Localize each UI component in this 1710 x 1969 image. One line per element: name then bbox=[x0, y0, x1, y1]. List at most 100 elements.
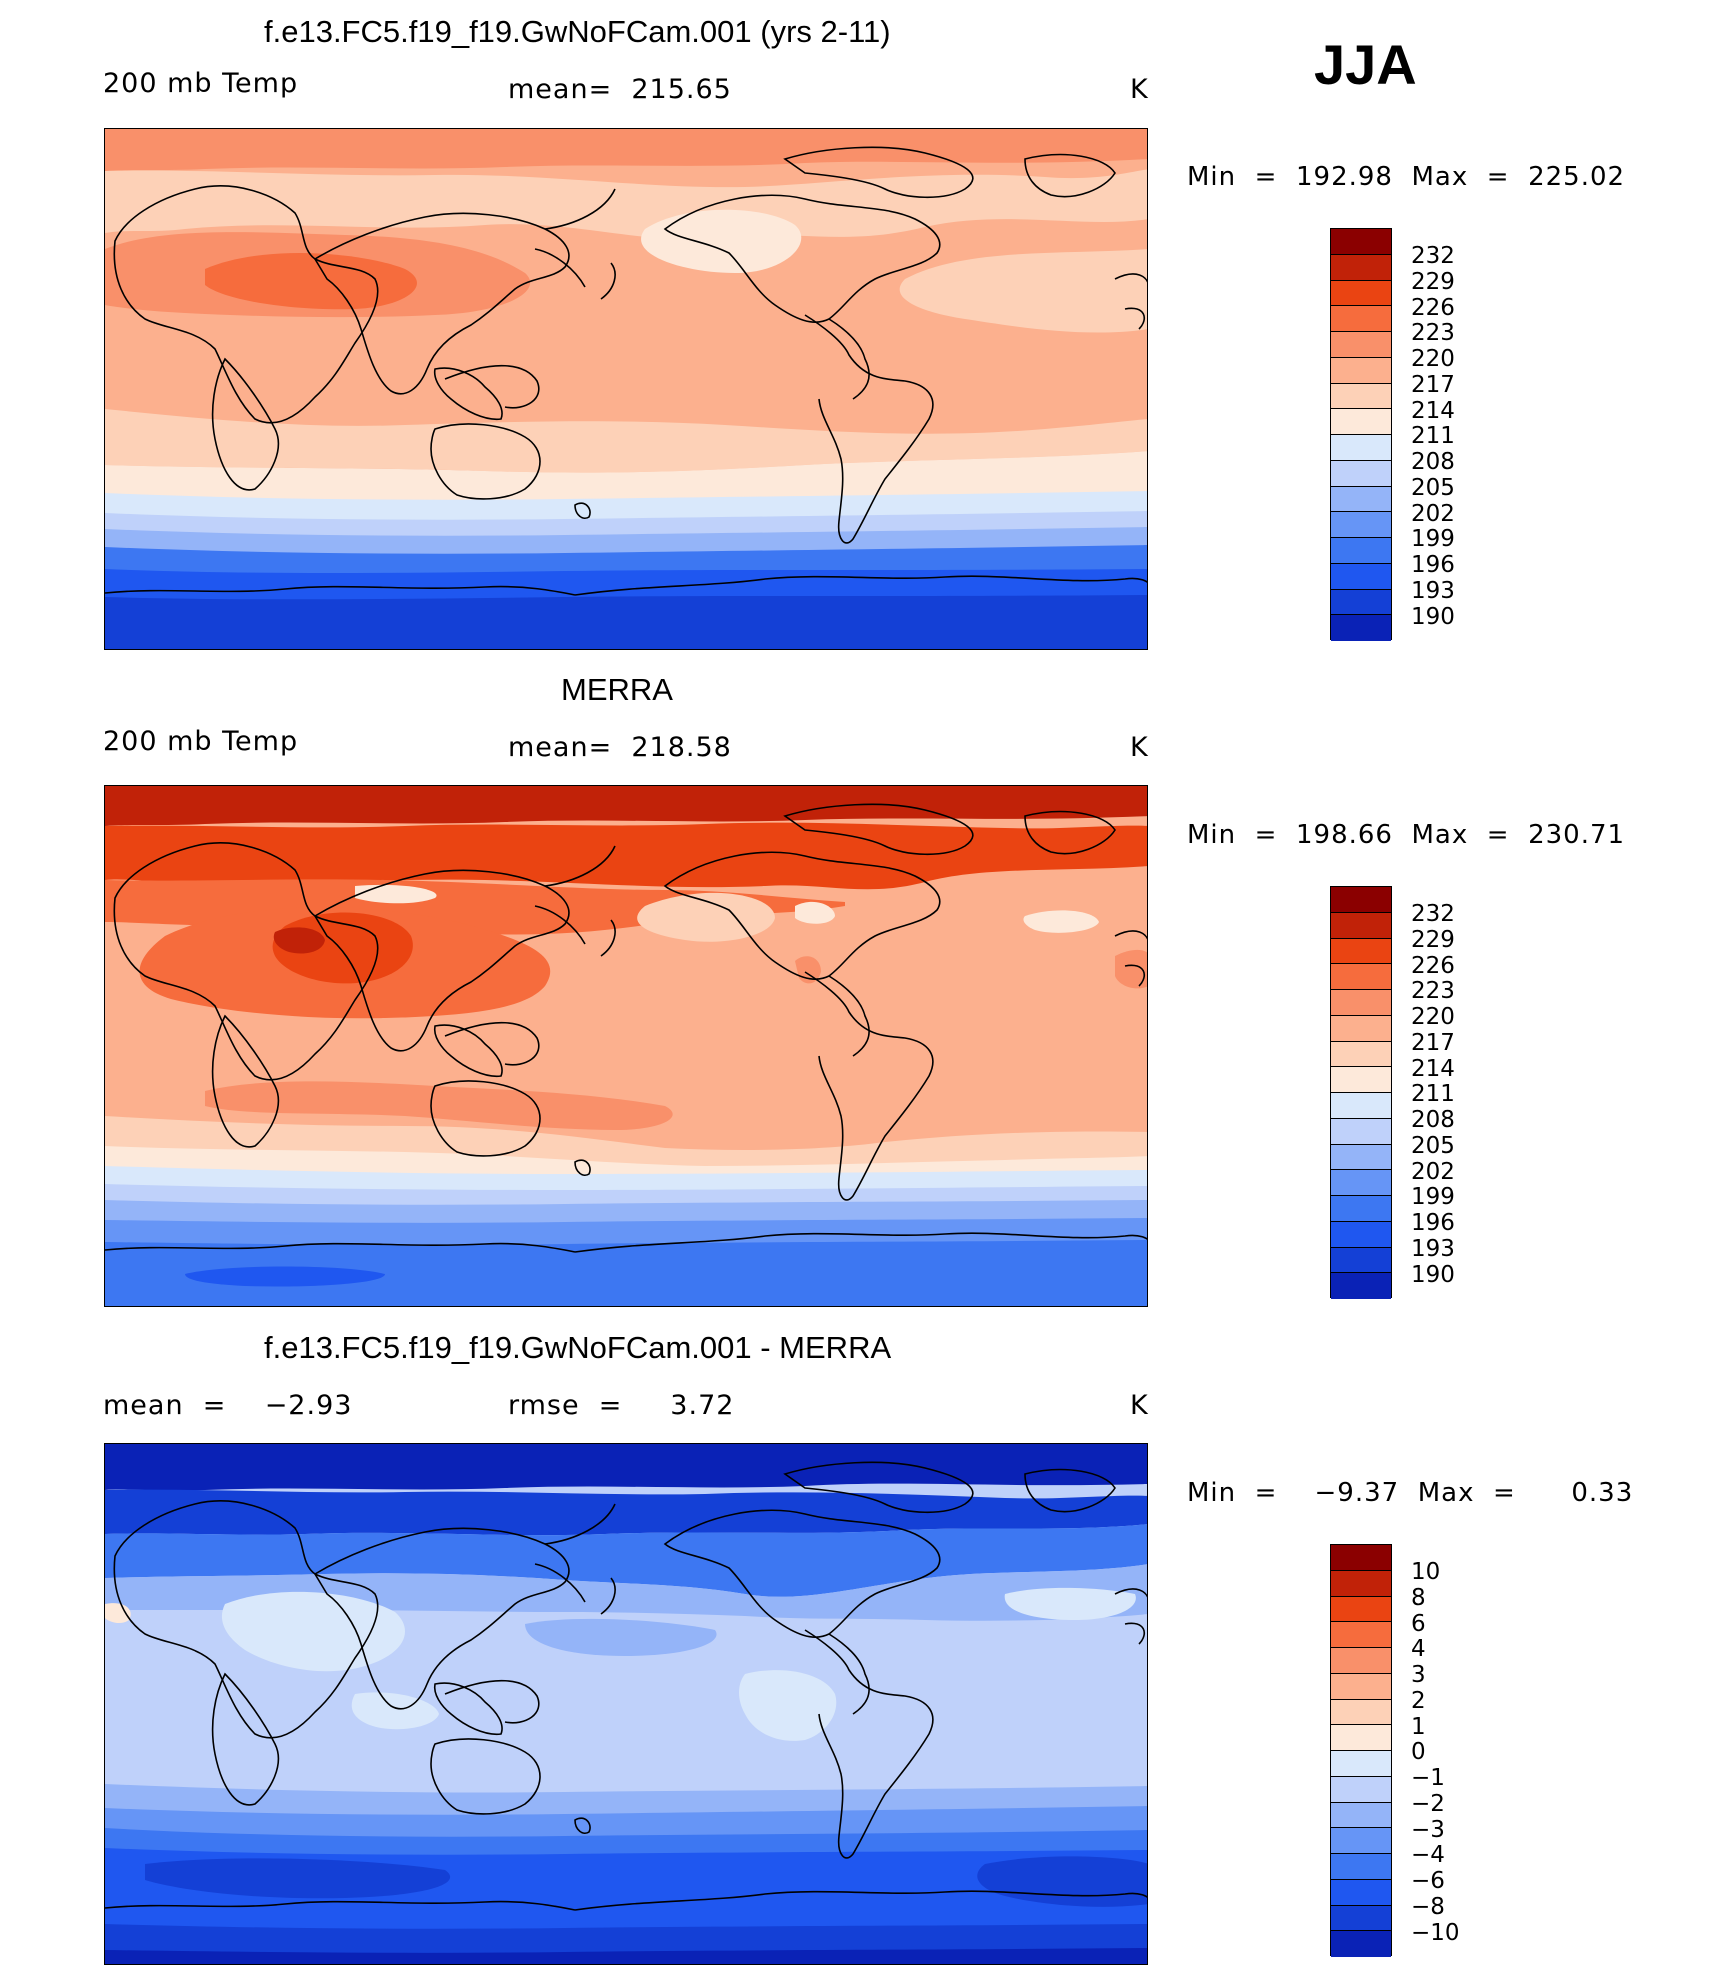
colorbar-swatch bbox=[1331, 1879, 1391, 1906]
colorbar-swatch bbox=[1331, 563, 1391, 590]
colorbar-swatch bbox=[1331, 1854, 1391, 1880]
colorbar-swatch bbox=[1331, 1170, 1391, 1196]
colorbar-label: 190 bbox=[1411, 1261, 1455, 1288]
panel-2-coastlines bbox=[105, 803, 1147, 1253]
colorbar-label: −4 bbox=[1411, 1842, 1445, 1869]
colorbar-label: 8 bbox=[1411, 1584, 1426, 1611]
panel-2-mean-label: mean= 218.58 bbox=[508, 732, 732, 763]
colorbar-label: 202 bbox=[1411, 500, 1455, 527]
colorbar-swatch bbox=[1331, 1802, 1391, 1829]
colorbar-swatch bbox=[1331, 1093, 1391, 1119]
colorbar-label: 193 bbox=[1411, 577, 1455, 604]
panel-3-rmse-label: rmse = 3.72 bbox=[508, 1390, 735, 1421]
colorbar-swatch bbox=[1331, 512, 1391, 538]
colorbar-label: 226 bbox=[1411, 952, 1455, 979]
colorbar-label: 0 bbox=[1411, 1739, 1426, 1766]
colorbar-swatch bbox=[1331, 1751, 1391, 1777]
colorbar-label: 4 bbox=[1411, 1636, 1426, 1663]
colorbar-label: 232 bbox=[1411, 243, 1455, 269]
panel-3-map bbox=[104, 1443, 1148, 1965]
colorbar-label: −3 bbox=[1411, 1816, 1445, 1843]
colorbar-label: 229 bbox=[1411, 268, 1455, 295]
panel-2-colorbar bbox=[1330, 886, 1392, 1299]
colorbar-swatch bbox=[1331, 409, 1391, 435]
colorbar-swatch bbox=[1331, 589, 1391, 616]
colorbar-label: 3 bbox=[1411, 1662, 1426, 1688]
colorbar-label: 6 bbox=[1411, 1610, 1426, 1637]
colorbar-label: 232 bbox=[1411, 901, 1455, 927]
colorbar-swatch bbox=[1331, 1144, 1391, 1171]
colorbar-swatch bbox=[1331, 1196, 1391, 1222]
colorbar-label: 199 bbox=[1411, 1184, 1455, 1211]
colorbar-label: 196 bbox=[1411, 552, 1455, 578]
colorbar-swatch bbox=[1331, 1015, 1391, 1042]
colorbar-swatch bbox=[1331, 1596, 1391, 1623]
colorbar-label: −2 bbox=[1411, 1790, 1445, 1817]
colorbar-label: 202 bbox=[1411, 1158, 1455, 1185]
colorbar-swatch bbox=[1331, 383, 1391, 410]
colorbar-swatch bbox=[1331, 1905, 1391, 1932]
colorbar-swatch bbox=[1331, 1118, 1391, 1145]
colorbar-label: 2 bbox=[1411, 1687, 1426, 1714]
panel-1-colorbar bbox=[1330, 228, 1392, 641]
colorbar-swatch bbox=[1331, 1648, 1391, 1674]
panel-3-title: f.e13.FC5.f19_f19.GwNoFCam.001 - MERRA bbox=[264, 1330, 892, 1365]
colorbar-swatch bbox=[1331, 964, 1391, 990]
season-label: JJA bbox=[1314, 33, 1417, 96]
panel-1-min-max: Min = 192.98 Max = 225.02 bbox=[1187, 162, 1626, 192]
panel-3-units-label: K bbox=[1130, 1390, 1149, 1421]
colorbar-swatch bbox=[1331, 1545, 1391, 1571]
colorbar-swatch bbox=[1331, 460, 1391, 487]
colorbar-label: 220 bbox=[1411, 1004, 1455, 1030]
panel-1-coastlines bbox=[105, 146, 1147, 596]
colorbar-label: 220 bbox=[1411, 346, 1455, 372]
colorbar-swatch bbox=[1331, 1776, 1391, 1803]
colorbar-label: 196 bbox=[1411, 1210, 1455, 1236]
colorbar-swatch bbox=[1331, 887, 1391, 913]
colorbar-label: 214 bbox=[1411, 1055, 1455, 1082]
colorbar-swatch bbox=[1331, 357, 1391, 384]
colorbar-label: 10 bbox=[1411, 1559, 1441, 1585]
colorbar-label: 208 bbox=[1411, 449, 1455, 475]
panel-2-min-max: Min = 198.66 Max = 230.71 bbox=[1187, 820, 1626, 850]
colorbar-swatch bbox=[1331, 229, 1391, 255]
colorbar-label: 190 bbox=[1411, 603, 1455, 630]
panel-1-map bbox=[104, 128, 1148, 650]
colorbar-swatch bbox=[1331, 990, 1391, 1016]
colorbar-label: 211 bbox=[1411, 423, 1455, 450]
colorbar-swatch bbox=[1331, 1622, 1391, 1648]
colorbar-label: 1 bbox=[1411, 1713, 1426, 1740]
colorbar-swatch bbox=[1331, 1221, 1391, 1248]
colorbar-swatch bbox=[1331, 332, 1391, 358]
panel-3-min-max: Min = −9.37 Max = 0.33 bbox=[1187, 1478, 1634, 1508]
colorbar-label: 205 bbox=[1411, 1132, 1455, 1159]
panel-3-coastlines bbox=[105, 1461, 1147, 1911]
colorbar-swatch bbox=[1331, 254, 1391, 281]
panel-3-contour-field bbox=[105, 1444, 1147, 1964]
colorbar-swatch bbox=[1331, 912, 1391, 939]
colorbar-label: 217 bbox=[1411, 1029, 1455, 1056]
colorbar-swatch bbox=[1331, 435, 1391, 461]
colorbar-label: 211 bbox=[1411, 1081, 1455, 1108]
colorbar-label: 205 bbox=[1411, 474, 1455, 501]
panel-2-units-label: K bbox=[1130, 732, 1149, 763]
colorbar-swatch bbox=[1331, 1828, 1391, 1854]
colorbar-label: 217 bbox=[1411, 371, 1455, 398]
panel-1-contour-field bbox=[105, 129, 1147, 649]
colorbar-swatch bbox=[1331, 615, 1391, 641]
colorbar-label: 226 bbox=[1411, 294, 1455, 321]
colorbar-label: 193 bbox=[1411, 1235, 1455, 1262]
panel-2-title: MERRA bbox=[561, 672, 673, 707]
colorbar-label: −8 bbox=[1411, 1893, 1445, 1920]
colorbar-label: 223 bbox=[1411, 320, 1455, 347]
colorbar-swatch bbox=[1331, 1570, 1391, 1597]
colorbar-label: −1 bbox=[1411, 1765, 1445, 1791]
colorbar-swatch bbox=[1331, 1699, 1391, 1726]
colorbar-swatch bbox=[1331, 1247, 1391, 1274]
colorbar-swatch bbox=[1331, 1725, 1391, 1751]
panel-2-contour-field bbox=[105, 786, 1147, 1306]
panel-1-mean-label: mean= 215.65 bbox=[508, 74, 732, 105]
panel-3-colorbar bbox=[1330, 1544, 1392, 1957]
colorbar-swatch bbox=[1331, 486, 1391, 513]
colorbar-swatch bbox=[1331, 1273, 1391, 1299]
